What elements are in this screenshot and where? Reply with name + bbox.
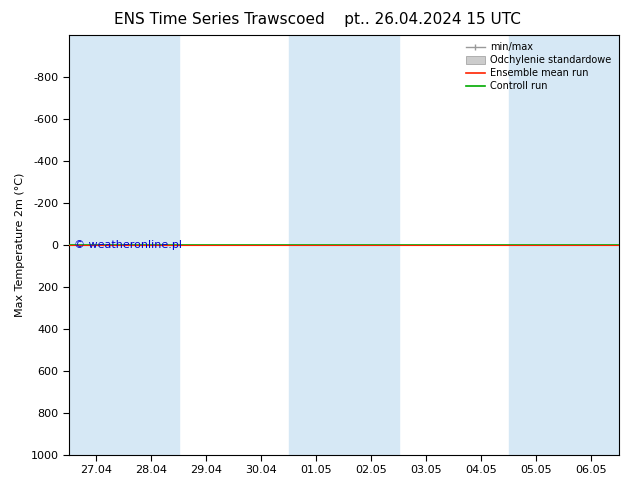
Legend: min/max, Odchylenie standardowe, Ensemble mean run, Controll run: min/max, Odchylenie standardowe, Ensembl… <box>463 40 614 94</box>
Y-axis label: Max Temperature 2m (°C): Max Temperature 2m (°C) <box>15 172 25 317</box>
Text: © weatheronline.pl: © weatheronline.pl <box>74 240 183 249</box>
Text: ENS Time Series Trawscoed    pt.. 26.04.2024 15 UTC: ENS Time Series Trawscoed pt.. 26.04.202… <box>113 12 521 27</box>
Bar <box>509 35 634 455</box>
Bar <box>69 35 179 455</box>
Bar <box>289 35 399 455</box>
